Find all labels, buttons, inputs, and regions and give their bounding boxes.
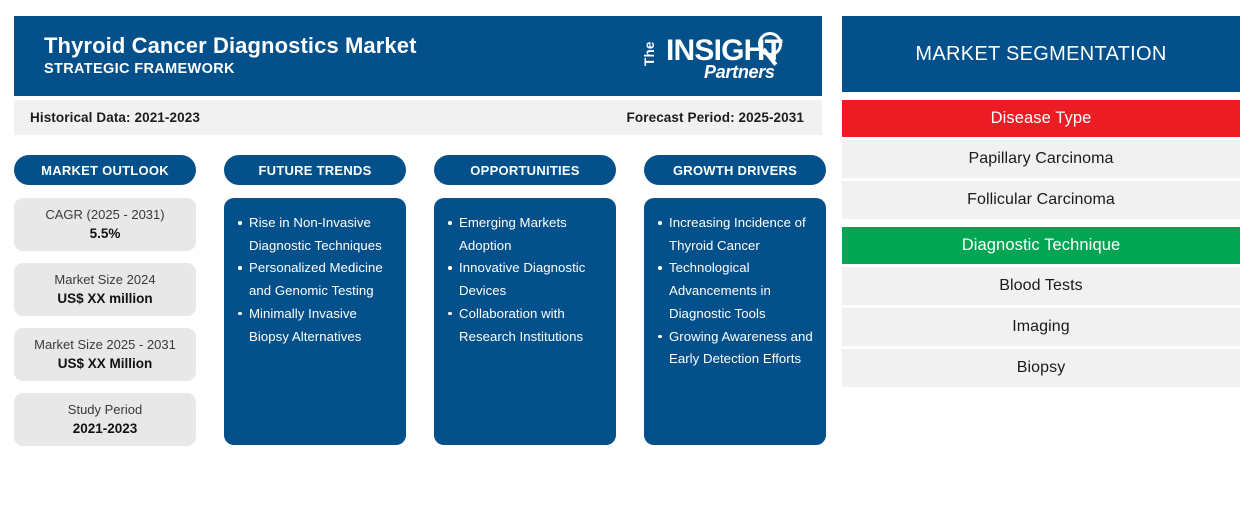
framework-columns: MARKET OUTLOOK CAGR (2025 - 2031) 5.5% M…: [14, 155, 826, 466]
list-item[interactable]: Biopsy: [842, 349, 1240, 387]
opportunities-card: Emerging Markets Adoption Innovative Dia…: [434, 198, 616, 445]
column-header-opportunities[interactable]: OPPORTUNITIES: [434, 155, 616, 185]
svg-text:INSIGHT: INSIGHT: [666, 34, 783, 67]
opportunities-list: Emerging Markets Adoption Innovative Dia…: [448, 212, 604, 348]
list-item: Growing Awareness and Early Detection Ef…: [658, 326, 814, 371]
growth-drivers-list: Increasing Incidence of Thyroid Cancer T…: [658, 212, 814, 371]
segmentation-group-diagnostic-technique: Diagnostic Technique Blood Tests Imaging…: [842, 227, 1240, 387]
list-item: Increasing Incidence of Thyroid Cancer: [658, 212, 814, 257]
list-item: Emerging Markets Adoption: [448, 212, 604, 257]
forecast-period-label: Forecast Period: 2025-2031: [626, 110, 804, 125]
segmentation-category-diagnostic-technique[interactable]: Diagnostic Technique: [842, 227, 1240, 264]
page-title: Thyroid Cancer Diagnostics Market: [44, 32, 417, 58]
segmentation-category-disease-type[interactable]: Disease Type: [842, 100, 1240, 137]
list-item: Minimally Invasive Biopsy Alternatives: [238, 303, 394, 348]
list-item: Collaboration with Research Institutions: [448, 303, 604, 348]
stat-box: Market Size 2025 - 2031 US$ XX Million: [14, 328, 196, 381]
list-item[interactable]: Papillary Carcinoma: [842, 140, 1240, 178]
list-item[interactable]: Imaging: [842, 308, 1240, 346]
stat-value: US$ XX million: [57, 290, 153, 306]
list-item: Technological Advancements in Diagnostic…: [658, 257, 814, 325]
market-outlook-stats: CAGR (2025 - 2031) 5.5% Market Size 2024…: [14, 198, 196, 446]
column-header-future-trends[interactable]: FUTURE TRENDS: [224, 155, 406, 185]
stat-label: Market Size 2024: [54, 272, 156, 288]
column-market-outlook: MARKET OUTLOOK CAGR (2025 - 2031) 5.5% M…: [14, 155, 196, 466]
list-item: Innovative Diagnostic Devices: [448, 257, 604, 302]
header-bar: Thyroid Cancer Diagnostics Market STRATE…: [14, 16, 822, 96]
stat-label: CAGR (2025 - 2031): [45, 207, 165, 223]
future-trends-card: Rise in Non-Invasive Diagnostic Techniqu…: [224, 198, 406, 445]
column-header-market-outlook[interactable]: MARKET OUTLOOK: [14, 155, 196, 185]
growth-drivers-card: Increasing Incidence of Thyroid Cancer T…: [644, 198, 826, 445]
svg-text:Partners: Partners: [704, 62, 775, 82]
future-trends-list: Rise in Non-Invasive Diagnostic Techniqu…: [238, 212, 394, 348]
historical-data-label: Historical Data: 2021-2023: [30, 110, 200, 125]
svg-text:The: The: [644, 41, 657, 66]
list-item: Rise in Non-Invasive Diagnostic Techniqu…: [238, 212, 394, 257]
stat-box: Study Period 2021-2023: [14, 393, 196, 446]
stat-label: Study Period: [67, 402, 143, 418]
page-subtitle: STRATEGIC FRAMEWORK: [44, 61, 235, 78]
period-strip: Historical Data: 2021-2023 Forecast Peri…: [14, 100, 822, 135]
stat-box: CAGR (2025 - 2031) 5.5%: [14, 198, 196, 251]
stat-value: 5.5%: [89, 225, 121, 241]
list-item[interactable]: Blood Tests: [842, 267, 1240, 305]
segmentation-header: MARKET SEGMENTATION: [842, 16, 1240, 92]
the-insight-partners-logo: The INSIGHT Partners: [644, 28, 794, 84]
stat-value: 2021-2023: [72, 420, 138, 436]
column-header-growth-drivers[interactable]: GROWTH DRIVERS: [644, 155, 826, 185]
stat-value: US$ XX Million: [57, 355, 153, 371]
column-opportunities: OPPORTUNITIES Emerging Markets Adoption …: [434, 155, 616, 466]
header-text-group: Thyroid Cancer Diagnostics Market STRATE…: [44, 32, 417, 79]
list-item[interactable]: Follicular Carcinoma: [842, 181, 1240, 219]
list-item: Personalized Medicine and Genomic Testin…: [238, 257, 394, 302]
column-growth-drivers: GROWTH DRIVERS Increasing Incidence of T…: [644, 155, 826, 466]
segmentation-group-disease-type: Disease Type Papillary Carcinoma Follicu…: [842, 100, 1240, 219]
stat-box: Market Size 2024 US$ XX million: [14, 263, 196, 316]
stat-label: Market Size 2025 - 2031: [34, 337, 176, 353]
strategic-framework-panel: Thyroid Cancer Diagnostics Market STRATE…: [14, 16, 826, 466]
column-future-trends: FUTURE TRENDS Rise in Non-Invasive Diagn…: [224, 155, 406, 466]
market-segmentation-panel: MARKET SEGMENTATION Disease Type Papilla…: [842, 16, 1240, 387]
